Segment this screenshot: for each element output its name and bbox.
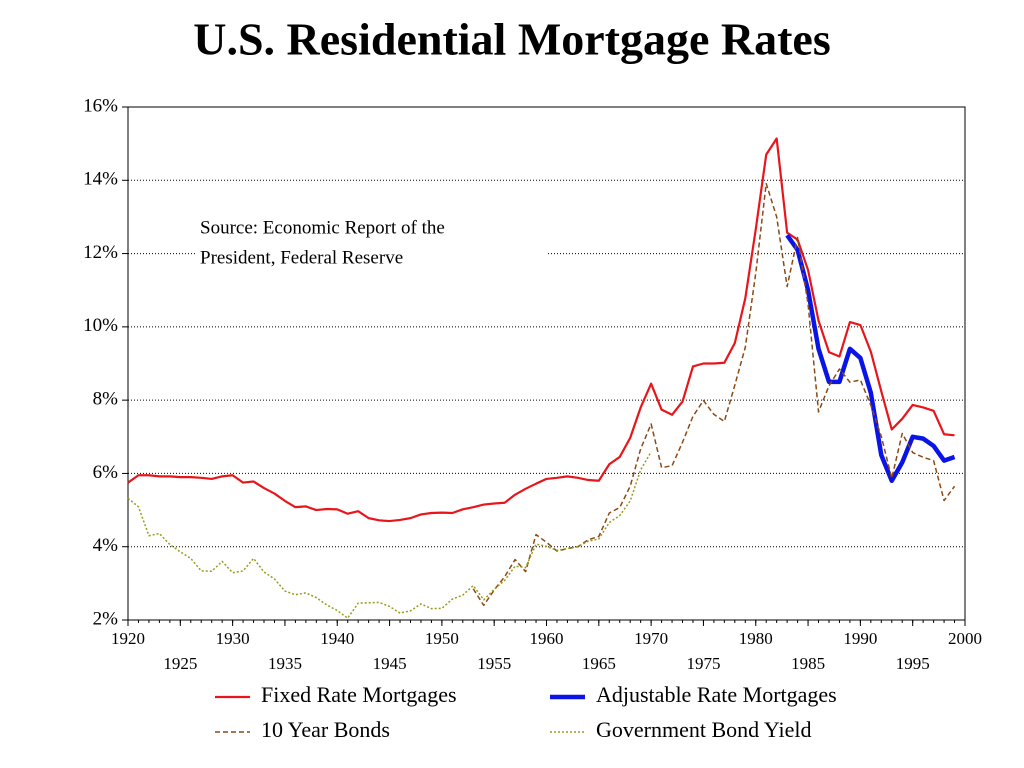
series-line <box>127 451 652 619</box>
x-tick-label: 1995 <box>896 654 930 673</box>
x-tick-label: 1965 <box>582 654 616 673</box>
series-line <box>127 137 955 523</box>
x-tick-label: 1955 <box>477 654 511 673</box>
annotation-bg <box>195 212 547 274</box>
legend-label: Adjustable Rate Mortgages <box>596 682 837 707</box>
x-tick-label: 1985 <box>791 654 825 673</box>
x-tick-label: 2000 <box>948 629 982 648</box>
x-tick-label: 1975 <box>686 654 720 673</box>
x-tick-label: 1920 <box>111 629 145 648</box>
y-tick-label: 6% <box>93 462 119 483</box>
y-tick-label: 2% <box>93 608 119 629</box>
x-tick-label: 1935 <box>268 654 302 673</box>
y-tick-label: 10% <box>83 315 118 336</box>
chart-title: U.S. Residential Mortgage Rates <box>193 14 831 65</box>
y-tick-label: 8% <box>93 389 119 410</box>
x-tick-label: 1970 <box>634 629 668 648</box>
y-tick-label: 12% <box>83 242 118 263</box>
annotation: President, Federal Reserve <box>200 247 403 268</box>
y-tick-label: 16% <box>83 95 118 116</box>
series-line <box>472 182 956 607</box>
plot-frame <box>127 106 966 621</box>
legend-label: 10 Year Bonds <box>261 717 390 742</box>
y-tick-label: 14% <box>83 169 118 190</box>
x-tick-label: 1950 <box>425 629 459 648</box>
x-tick-label: 1925 <box>163 654 197 673</box>
x-tick-label: 1930 <box>216 629 250 648</box>
legend-label: Government Bond Yield <box>596 717 812 742</box>
series-line <box>785 233 956 484</box>
y-tick-label: 4% <box>93 535 119 556</box>
x-tick-label: 1960 <box>530 629 564 648</box>
x-tick-label: 1940 <box>320 629 354 648</box>
annotation: Source: Economic Report of the <box>200 217 445 238</box>
x-tick-label: 1990 <box>843 629 877 648</box>
x-tick-label: 1980 <box>739 629 773 648</box>
x-tick-label: 1945 <box>373 654 407 673</box>
legend-label: Fixed Rate Mortgages <box>261 682 457 707</box>
